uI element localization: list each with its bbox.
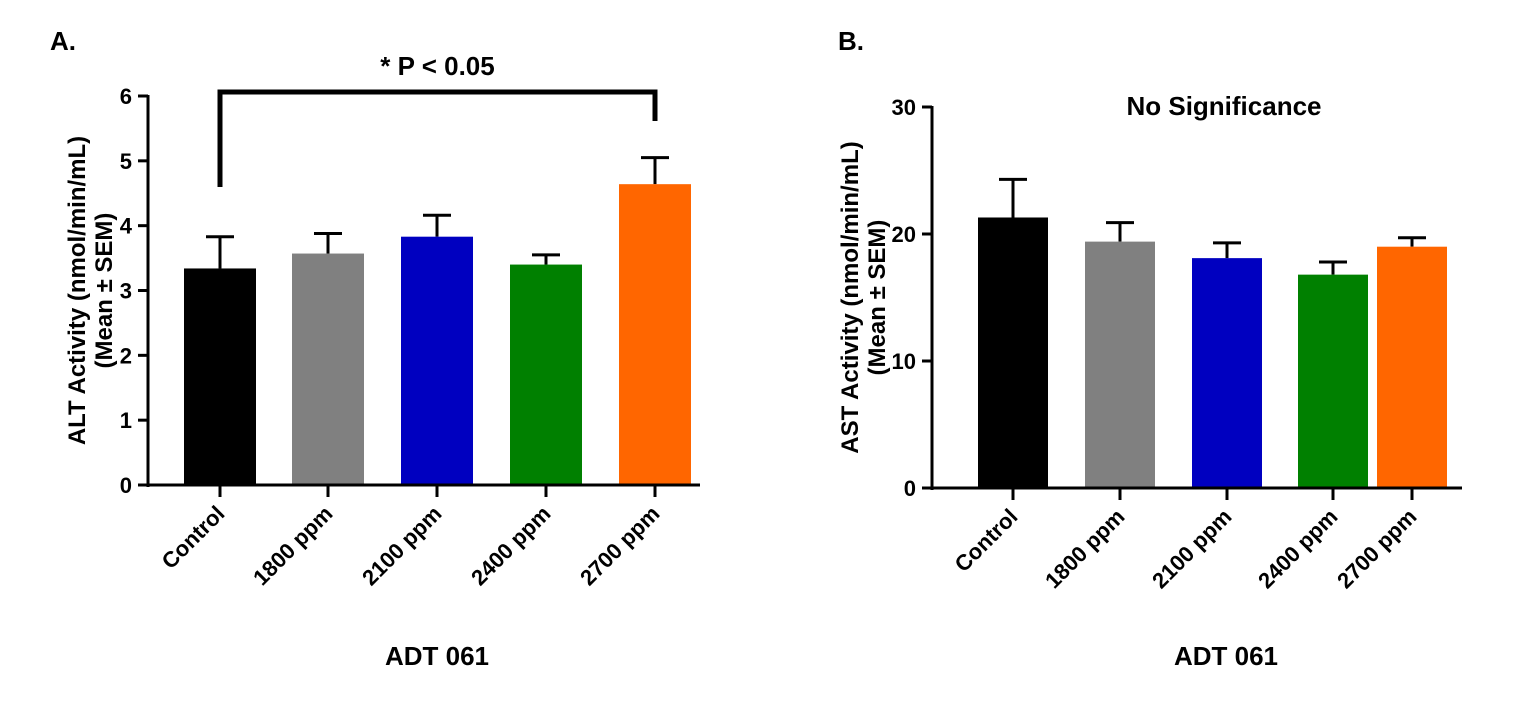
x-tick-label: 2700 ppm [1332,504,1421,593]
x-tick-label: 2400 ppm [1253,504,1342,593]
bar-2400-ppm [1298,274,1368,488]
y-axis-label-line2: (Mean ± SEM) [91,213,118,369]
y-tick-label: 3 [120,279,132,304]
significance-annotation: * P < 0.05 [380,51,494,81]
y-tick-label: 0 [904,476,916,501]
bar-control [978,217,1048,489]
panel-label: A. [50,26,76,56]
x-tick-label: 2100 ppm [1147,504,1236,593]
bar-2100-ppm [1192,258,1262,488]
bar-control [184,268,256,485]
y-axis-label: AST Activity (nmol/min/mL) [837,141,864,453]
x-tick-label: Control [157,501,230,574]
significance-annotation: No Significance [1126,91,1321,121]
y-tick-label: 30 [892,95,916,120]
y-tick-label: 5 [120,149,132,174]
bar-2100-ppm [401,236,473,485]
y-tick-label: 10 [892,349,916,374]
x-tick-label: Control [950,504,1023,577]
y-tick-label: 20 [892,222,916,247]
x-tick-label: 1800 ppm [1040,504,1129,593]
y-axis-label-line2: (Mean ± SEM) [864,220,891,376]
bar-2700-ppm [1377,246,1447,488]
panel-label: B. [838,26,864,56]
bar-1800-ppm [292,253,364,485]
x-tick-label: 2100 ppm [357,501,446,590]
y-tick-label: 1 [120,408,132,433]
y-tick-label: 0 [120,473,132,498]
y-tick-label: 2 [120,343,132,368]
bar-1800-ppm [1085,241,1155,488]
x-axis-label: ADT 061 [1174,641,1278,671]
y-axis-label: ALT Activity (nmol/min/mL) [64,136,91,445]
bar-2400-ppm [510,264,582,485]
y-tick-label: 6 [120,84,132,109]
x-axis-label: ADT 061 [385,641,489,671]
bar-2700-ppm [619,184,691,485]
x-tick-label: 2400 ppm [466,501,555,590]
significance-bracket [217,89,658,187]
x-tick-label: 1800 ppm [248,501,337,590]
x-tick-label: 2700 ppm [575,501,664,590]
y-tick-label: 4 [120,214,133,239]
